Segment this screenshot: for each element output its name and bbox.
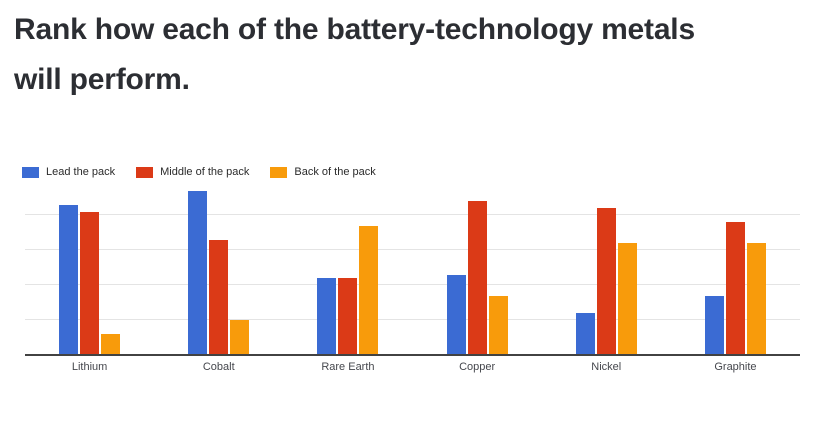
x-axis-line	[25, 354, 800, 356]
legend-item-middle-of-the-pack[interactable]: Middle of the pack	[136, 166, 249, 178]
bar-graphite-lead-the-pack[interactable]	[704, 295, 724, 355]
bar-nickel-back-of-the-pack[interactable]	[617, 243, 637, 355]
bar-group-copper	[413, 180, 542, 355]
bar-cobalt-lead-the-pack[interactable]	[188, 190, 208, 355]
bar-group-rare-earth	[283, 180, 412, 355]
bar-copper-back-of-the-pack[interactable]	[488, 295, 508, 355]
plot-area	[25, 180, 800, 356]
bar-lithium-lead-the-pack[interactable]	[59, 204, 79, 355]
x-axis-label-rare-earth: Rare Earth	[321, 361, 375, 373]
bar-nickel-lead-the-pack[interactable]	[575, 313, 595, 355]
bars-layer	[25, 180, 800, 355]
bar-cobalt-middle-of-the-pack[interactable]	[209, 239, 229, 355]
bar-copper-middle-of-the-pack[interactable]	[467, 201, 487, 355]
bar-group-lithium	[25, 180, 154, 355]
legend-item-label: Middle of the pack	[160, 166, 250, 178]
bar-graphite-back-of-the-pack[interactable]	[746, 243, 766, 355]
bar-group-graphite	[671, 180, 800, 355]
bar-nickel-middle-of-the-pack[interactable]	[596, 208, 616, 355]
x-axis-label-copper: Copper	[459, 361, 496, 373]
bar-group-nickel	[542, 180, 671, 355]
chart-legend: Lead the pack Middle of the pack Back of…	[22, 166, 376, 178]
x-axis-labels: Lithium Cobalt Rare Earth Copper Nickel Graph…	[25, 361, 800, 373]
bar-group-cobalt	[154, 180, 283, 355]
legend-item-label: Lead the pack	[46, 166, 116, 178]
chart-title: Rank how each of the battery-technology …	[14, 13, 695, 96]
x-axis-label-cobalt: Cobalt	[202, 361, 235, 373]
x-axis-label-graphite: Graphite	[714, 361, 757, 373]
gridline	[25, 249, 800, 250]
legend-color-swatch-icon	[136, 166, 154, 178]
bar-rare-earth-lead-the-pack[interactable]	[317, 278, 337, 355]
bar-cobalt-back-of-the-pack[interactable]	[230, 320, 250, 355]
legend-item-label: Back of the pack	[294, 166, 376, 178]
legend-item-back-of-the-pack[interactable]: Back of the pack	[270, 166, 376, 178]
legend-color-swatch-icon	[22, 166, 39, 178]
gridline	[25, 214, 800, 215]
bar-rare-earth-middle-of-the-pack[interactable]	[338, 278, 358, 355]
x-axis-label-nickel: Nickel	[591, 361, 622, 373]
bar-copper-lead-the-pack[interactable]	[446, 274, 466, 355]
bar-lithium-middle-of-the-pack[interactable]	[80, 211, 100, 355]
gridline	[25, 319, 800, 320]
bar-lithium-back-of-the-pack[interactable]	[101, 334, 121, 355]
bar-graphite-middle-of-the-pack[interactable]	[725, 222, 745, 355]
gridline	[25, 284, 800, 285]
x-axis-label-lithium: Lithium	[71, 361, 108, 373]
legend-item-lead-the-pack[interactable]: Lead the pack	[22, 166, 115, 178]
legend-color-swatch-icon	[270, 166, 288, 178]
bar-rare-earth-back-of-the-pack[interactable]	[359, 225, 379, 355]
